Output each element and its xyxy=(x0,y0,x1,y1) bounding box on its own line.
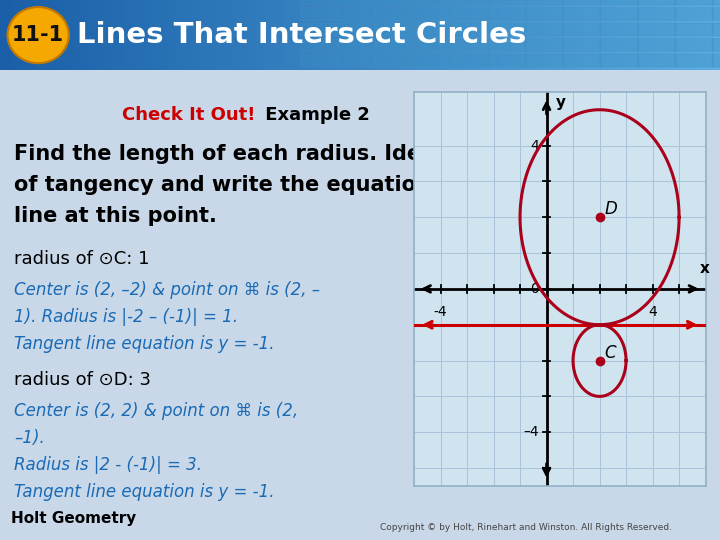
Ellipse shape xyxy=(7,7,68,63)
FancyBboxPatch shape xyxy=(300,8,339,21)
FancyBboxPatch shape xyxy=(375,8,414,21)
FancyBboxPatch shape xyxy=(525,0,564,5)
FancyBboxPatch shape xyxy=(562,8,601,21)
Text: x: x xyxy=(699,261,709,276)
FancyBboxPatch shape xyxy=(675,0,714,5)
FancyBboxPatch shape xyxy=(675,8,714,21)
Text: Holt Geometry: Holt Geometry xyxy=(11,511,136,526)
Text: Center is (2, –2) & point on ⌘ is (2, –: Center is (2, –2) & point on ⌘ is (2, – xyxy=(14,281,320,299)
FancyBboxPatch shape xyxy=(712,0,720,5)
FancyBboxPatch shape xyxy=(675,23,714,36)
FancyBboxPatch shape xyxy=(562,38,601,51)
FancyBboxPatch shape xyxy=(525,8,564,21)
FancyBboxPatch shape xyxy=(413,38,451,51)
Text: Lines That Intersect Circles: Lines That Intersect Circles xyxy=(77,21,526,49)
FancyBboxPatch shape xyxy=(450,23,489,36)
FancyBboxPatch shape xyxy=(338,23,377,36)
FancyBboxPatch shape xyxy=(525,54,564,67)
FancyBboxPatch shape xyxy=(413,8,451,21)
FancyBboxPatch shape xyxy=(413,54,451,67)
FancyBboxPatch shape xyxy=(338,54,377,67)
FancyBboxPatch shape xyxy=(413,0,451,5)
FancyBboxPatch shape xyxy=(600,38,639,51)
Text: –4: –4 xyxy=(523,425,539,439)
Text: Example 2: Example 2 xyxy=(259,106,370,124)
FancyBboxPatch shape xyxy=(675,54,714,67)
Text: 4: 4 xyxy=(530,139,539,153)
Text: 4: 4 xyxy=(648,305,657,319)
FancyBboxPatch shape xyxy=(600,0,639,5)
FancyBboxPatch shape xyxy=(300,23,339,36)
FancyBboxPatch shape xyxy=(600,54,639,67)
FancyBboxPatch shape xyxy=(300,38,339,51)
FancyBboxPatch shape xyxy=(487,23,526,36)
FancyBboxPatch shape xyxy=(375,23,414,36)
Text: Find the length of each radius. Identify the point: Find the length of each radius. Identify… xyxy=(14,144,591,164)
Text: Tangent line equation is y = -1.: Tangent line equation is y = -1. xyxy=(14,335,275,353)
FancyBboxPatch shape xyxy=(712,54,720,67)
FancyBboxPatch shape xyxy=(450,54,489,67)
Text: line at this point.: line at this point. xyxy=(14,206,217,226)
Text: –1).: –1). xyxy=(14,429,45,447)
FancyBboxPatch shape xyxy=(562,23,601,36)
Text: D: D xyxy=(604,200,617,218)
FancyBboxPatch shape xyxy=(338,0,377,5)
FancyBboxPatch shape xyxy=(712,38,720,51)
FancyBboxPatch shape xyxy=(300,54,339,67)
FancyBboxPatch shape xyxy=(375,38,414,51)
FancyBboxPatch shape xyxy=(525,23,564,36)
Text: C: C xyxy=(604,343,616,362)
FancyBboxPatch shape xyxy=(637,54,676,67)
Text: of tangency and write the equation of the tangent: of tangency and write the equation of th… xyxy=(14,175,608,195)
FancyBboxPatch shape xyxy=(637,8,676,21)
FancyBboxPatch shape xyxy=(487,8,526,21)
FancyBboxPatch shape xyxy=(338,8,377,21)
Text: Check It Out!: Check It Out! xyxy=(122,106,256,124)
FancyBboxPatch shape xyxy=(487,38,526,51)
FancyBboxPatch shape xyxy=(487,54,526,67)
Text: radius of ⊙D: 3: radius of ⊙D: 3 xyxy=(14,370,151,388)
Text: radius of ⊙C: 1: radius of ⊙C: 1 xyxy=(14,250,150,268)
FancyBboxPatch shape xyxy=(600,8,639,21)
FancyBboxPatch shape xyxy=(637,23,676,36)
FancyBboxPatch shape xyxy=(600,23,639,36)
FancyBboxPatch shape xyxy=(300,0,339,5)
FancyBboxPatch shape xyxy=(375,54,414,67)
FancyBboxPatch shape xyxy=(375,0,414,5)
FancyBboxPatch shape xyxy=(637,0,676,5)
FancyBboxPatch shape xyxy=(450,8,489,21)
Text: y: y xyxy=(556,96,566,110)
Text: Copyright © by Holt, Rinehart and Winston. All Rights Reserved.: Copyright © by Holt, Rinehart and Winsto… xyxy=(379,523,672,532)
FancyBboxPatch shape xyxy=(338,38,377,51)
FancyBboxPatch shape xyxy=(525,38,564,51)
FancyBboxPatch shape xyxy=(562,54,601,67)
FancyBboxPatch shape xyxy=(712,8,720,21)
FancyBboxPatch shape xyxy=(562,0,601,5)
Text: 0: 0 xyxy=(530,282,539,296)
Text: -4: -4 xyxy=(433,305,447,319)
Text: 1). Radius is |-2 – (-1)| = 1.: 1). Radius is |-2 – (-1)| = 1. xyxy=(14,308,238,326)
Text: Center is (2, 2) & point on ⌘ is (2,: Center is (2, 2) & point on ⌘ is (2, xyxy=(14,402,299,420)
FancyBboxPatch shape xyxy=(450,38,489,51)
FancyBboxPatch shape xyxy=(712,23,720,36)
Text: Tangent line equation is y = -1.: Tangent line equation is y = -1. xyxy=(14,483,275,501)
FancyBboxPatch shape xyxy=(637,38,676,51)
FancyBboxPatch shape xyxy=(487,0,526,5)
FancyBboxPatch shape xyxy=(675,38,714,51)
FancyBboxPatch shape xyxy=(413,23,451,36)
Text: Radius is |2 - (-1)| = 3.: Radius is |2 - (-1)| = 3. xyxy=(14,456,202,474)
Text: 11-1: 11-1 xyxy=(12,25,64,45)
FancyBboxPatch shape xyxy=(450,0,489,5)
